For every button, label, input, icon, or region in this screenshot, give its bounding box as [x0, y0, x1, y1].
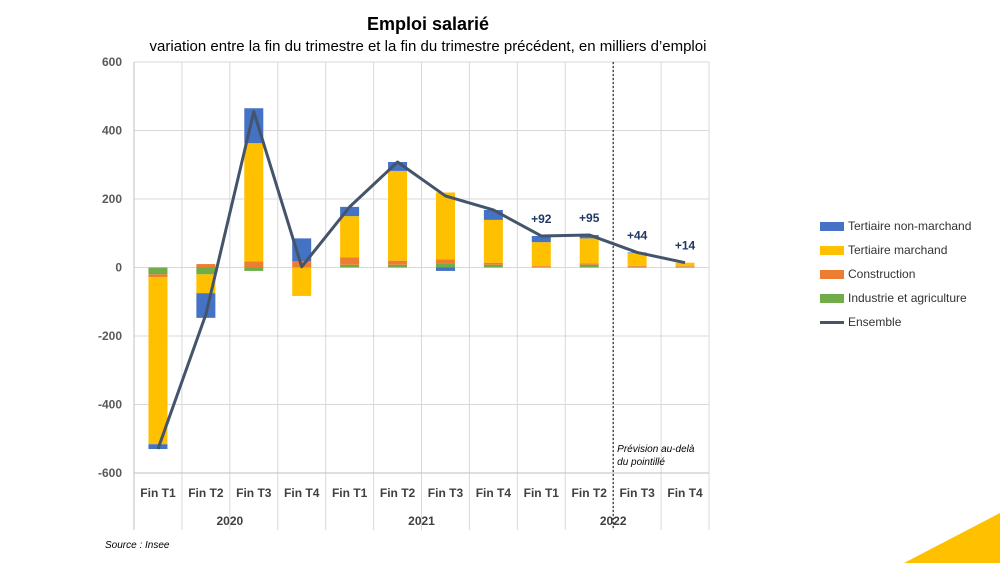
legend-swatch [820, 293, 844, 303]
bar-segment-tertiaire-marchand [340, 216, 360, 258]
x-tick-label: Fin T3 [428, 486, 464, 500]
legend-label: Ensemble [848, 315, 902, 329]
legend-item: Tertiaire non-marchand [820, 214, 971, 238]
bar-segment-tertiaire-non-marchand [388, 162, 408, 171]
bar-segment-tertiaire-marchand [292, 267, 312, 296]
bar-segment-tertiaire-marchand [148, 277, 168, 445]
bar-segment-industrie-et-agriculture [388, 264, 408, 268]
data-label: +95 [579, 211, 600, 225]
x-tick-label: Fin T4 [284, 486, 320, 500]
x-tick-label: Fin T1 [140, 486, 176, 500]
legend-swatch [820, 245, 844, 255]
bar-segment-construction [579, 263, 599, 265]
x-tick-label: Fin T3 [619, 486, 655, 500]
bar-segment-construction [435, 259, 455, 264]
y-tick-label: 0 [115, 261, 122, 275]
bar-segment-construction [483, 262, 503, 265]
bar-segment-construction [531, 266, 551, 268]
bar-segment-tertiaire-marchand [483, 219, 503, 263]
y-tick-label: -200 [98, 329, 122, 343]
bar-segment-industrie-et-agriculture [148, 267, 168, 275]
x-tick-label: Fin T1 [524, 486, 560, 500]
x-tick-label: Fin T2 [188, 486, 224, 500]
bar-segment-tertiaire-marchand [435, 192, 455, 260]
data-label: +92 [531, 212, 552, 226]
bar-segment-tertiaire-non-marchand [531, 235, 551, 243]
legend-line-swatch [820, 320, 844, 324]
bar-segment-construction [196, 264, 216, 268]
legend-item: Construction [820, 262, 971, 286]
bar-segment-tertiaire-marchand [627, 253, 647, 266]
x-tick-label: Fin T1 [332, 486, 368, 500]
x-tick-label: Fin T2 [380, 486, 416, 500]
chart-legend: Tertiaire non-marchand Tertiaire marchand… [820, 214, 971, 334]
bar-segment-construction [148, 274, 168, 278]
bar-segment-construction [244, 261, 264, 268]
chart-title: Emploi salarié [366, 14, 490, 34]
data-label: +44 [627, 228, 648, 242]
bar-segment-tertiaire-marchand [579, 238, 599, 264]
legend-swatch [820, 221, 844, 231]
legend-label: Tertiaire marchand [848, 243, 948, 257]
bar-segment-industrie-et-agriculture [340, 264, 360, 268]
y-tick-label: -600 [98, 466, 122, 480]
bar-segment-industrie-et-agriculture [435, 263, 455, 268]
bar-segment-industrie-et-agriculture [675, 266, 695, 268]
legend-item: Industrie et agriculture [820, 286, 971, 310]
bar-segment-tertiaire-marchand [675, 262, 695, 267]
bar-segment-construction [627, 265, 647, 267]
legend-label: Construction [848, 267, 916, 281]
decorative-corner [904, 513, 1000, 563]
bar-segment-construction [340, 257, 360, 265]
bar-segment-tertiaire-marchand [244, 143, 264, 262]
bar-segment-industrie-et-agriculture [196, 267, 216, 275]
forecast-note-line1: Prévision au-delà [617, 444, 695, 455]
x-tick-label: Fin T4 [667, 486, 703, 500]
legend-item: Ensemble [820, 310, 971, 334]
bar-segment-tertiaire-non-marchand [579, 234, 599, 239]
y-tick-label: -400 [98, 398, 122, 412]
y-tick-label: 600 [102, 55, 122, 69]
bar-segment-construction [388, 260, 408, 265]
bar-segment-tertiaire-non-marchand [483, 209, 503, 220]
year-label: 2020 [216, 514, 243, 528]
bar-segment-industrie-et-agriculture [483, 264, 503, 268]
legend-label: Industrie et agriculture [848, 291, 967, 305]
bar-segment-industrie-et-agriculture [579, 264, 599, 268]
year-label: 2022 [600, 514, 627, 528]
bar-segment-tertiaire-marchand [531, 242, 551, 267]
forecast-note-line2: du pointillé [617, 457, 665, 468]
source-note: Source : Insee [105, 540, 170, 551]
bar-segment-tertiaire-non-marchand [435, 267, 455, 271]
y-tick-label: 200 [102, 192, 122, 206]
bar-segment-industrie-et-agriculture [244, 267, 264, 271]
x-tick-label: Fin T3 [236, 486, 272, 500]
bar-segment-construction [675, 266, 695, 267]
x-tick-label: Fin T2 [572, 486, 608, 500]
bar-segment-industrie-et-agriculture [627, 266, 647, 268]
legend-item: Tertiaire marchand [820, 238, 971, 262]
legend-swatch [820, 269, 844, 279]
legend-label: Tertiaire non-marchand [848, 219, 972, 233]
ensemble-line [156, 110, 686, 450]
bar-segment-tertiaire-non-marchand [340, 206, 360, 217]
data-label: +14 [675, 239, 696, 253]
x-tick-label: Fin T4 [476, 486, 512, 500]
y-tick-label: 400 [102, 124, 122, 138]
bar-segment-tertiaire-marchand [388, 170, 408, 261]
year-label: 2021 [408, 514, 435, 528]
chart-subtitle: variation entre la fin du trimestre et l… [149, 38, 707, 55]
